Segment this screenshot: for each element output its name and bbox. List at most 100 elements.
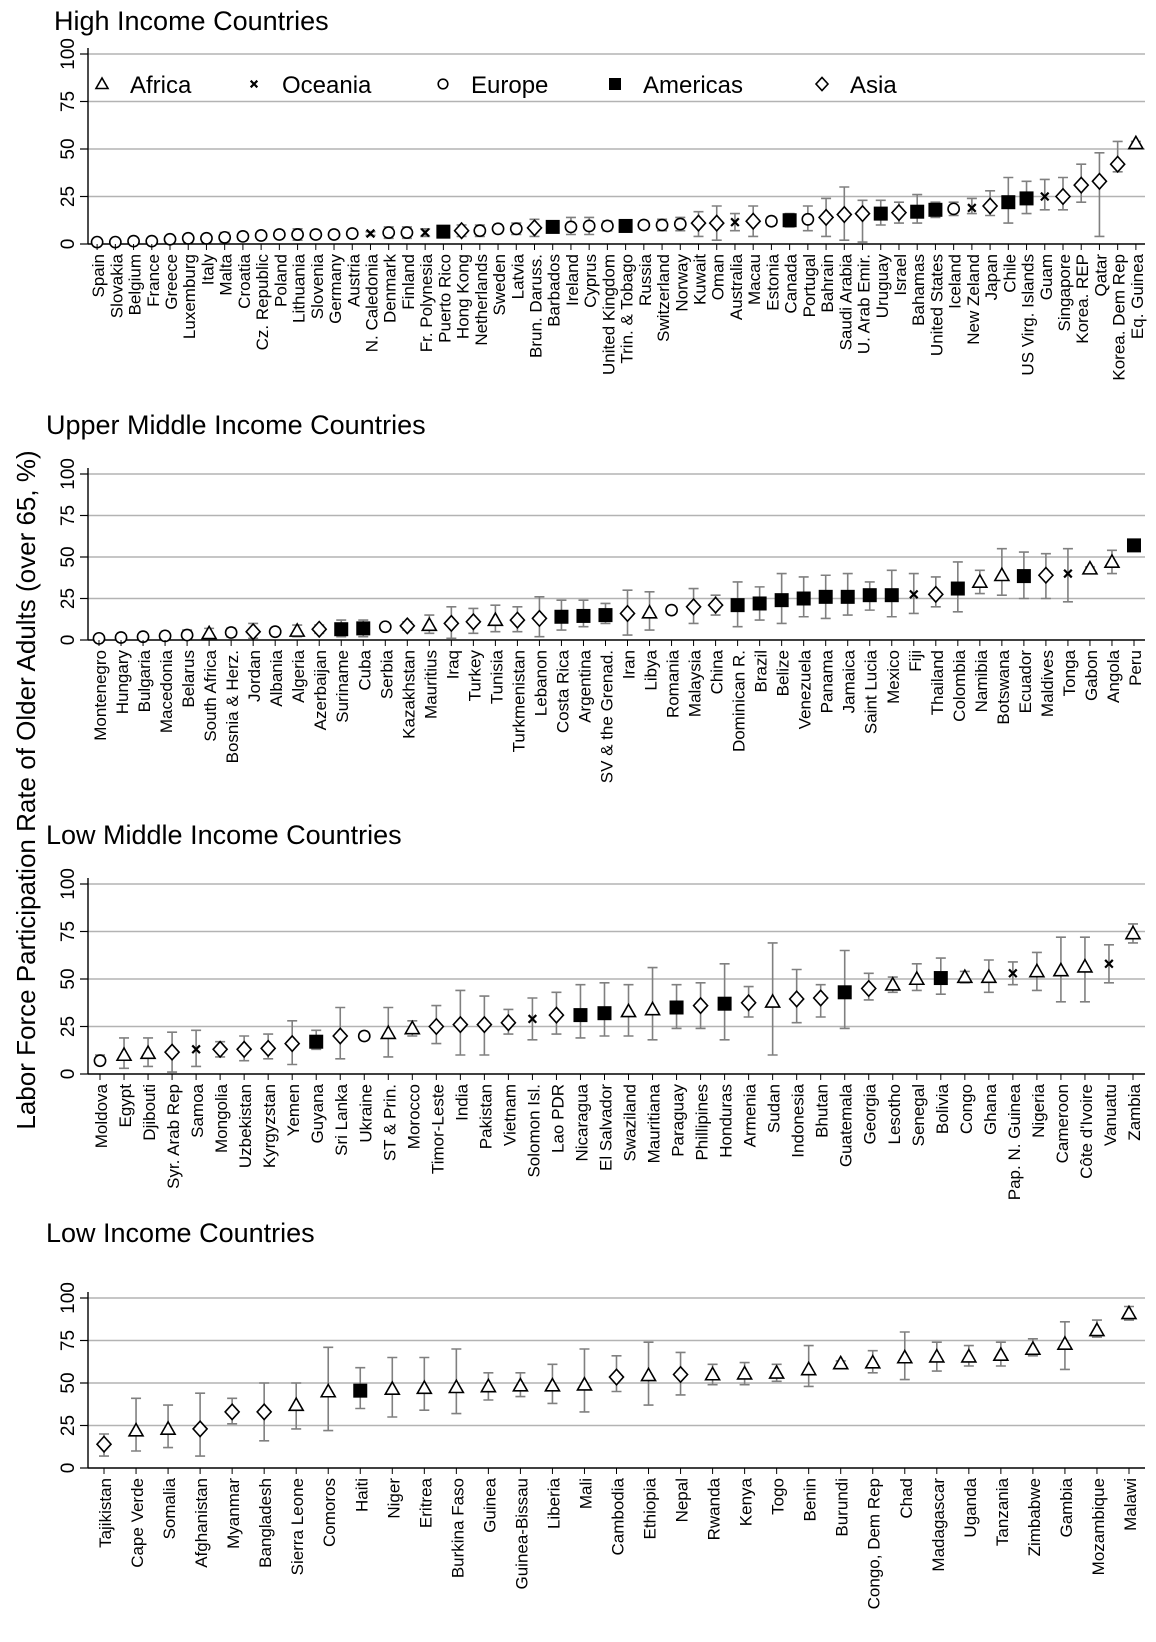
x-tick-label: Turkey	[465, 650, 484, 702]
data-point	[854, 204, 871, 223]
legend-label: Americas	[643, 72, 743, 99]
data-point	[1001, 195, 1016, 210]
data-point	[353, 1383, 368, 1398]
y-tick-label: 100	[58, 38, 79, 70]
x-tick-label: Malawi	[1121, 1478, 1140, 1531]
data-point	[993, 566, 1011, 582]
x-tick-label: Syr. Arab Rep	[164, 1084, 183, 1189]
data-point	[365, 228, 376, 239]
data-point	[641, 603, 658, 619]
legend-item-americas: Americas	[609, 72, 743, 99]
data-point	[800, 1360, 818, 1376]
x-tick-label: Georgia	[861, 1083, 880, 1144]
data-point	[158, 629, 172, 643]
data-point	[319, 1382, 337, 1398]
x-tick-label: Kenya	[737, 1477, 756, 1526]
x-tick-label: Australia	[727, 253, 746, 320]
x-tick-label: Slovakia	[107, 253, 126, 318]
y-tick-label: 50	[58, 138, 79, 159]
x-tick-label: Libya	[642, 649, 661, 690]
data-point	[163, 232, 177, 246]
x-tick-label: Croatia	[235, 253, 254, 308]
data-point	[465, 612, 482, 631]
data-point	[268, 625, 282, 639]
x-tick-label: Kazakhstan	[399, 650, 418, 739]
x-tick-label: Cz. Republic	[253, 254, 272, 351]
x-tick-label: Venezuela	[796, 649, 815, 729]
x-tick-label: Somalia	[160, 1477, 179, 1539]
data-point	[736, 1365, 753, 1380]
x-tick-label: Saudi Arabia	[836, 253, 855, 350]
x-tick-label: Mauritiana	[645, 1083, 664, 1163]
error-bar	[966, 197, 977, 215]
x-tick-label: Argentina	[575, 649, 594, 722]
data-point	[1024, 1340, 1042, 1356]
data-point	[1091, 172, 1108, 191]
data-point	[181, 231, 195, 245]
data-point	[487, 611, 504, 627]
x-tick-label: Puerto Rico	[435, 254, 454, 343]
error-bar	[1062, 547, 1073, 603]
panel-2: Upper Middle Income Countries 0 25 50 75 100 M…	[46, 410, 1145, 783]
data-point	[287, 1396, 305, 1412]
x-tick-label: Malaysia	[686, 649, 705, 717]
x-tick-label: Mauritius	[421, 650, 440, 719]
x-tick-label: Liberia	[544, 1477, 563, 1529]
data-point	[817, 208, 835, 227]
data-point	[1081, 560, 1099, 575]
legend-marker	[249, 79, 259, 89]
x-tick-label: Chad	[897, 1478, 916, 1519]
data-point	[608, 1368, 625, 1386]
data-point	[473, 224, 487, 238]
data-point	[480, 1377, 497, 1393]
y-tick-label: 0	[58, 239, 79, 250]
data-point	[95, 1435, 113, 1454]
data-point	[928, 202, 943, 217]
data-point	[764, 993, 782, 1008]
x-tick-label: ST & Prin.	[380, 1084, 399, 1161]
x-tick-label: Pap. N. Guinea	[1005, 1083, 1024, 1200]
data-point	[685, 597, 702, 616]
data-point	[1056, 1335, 1074, 1350]
data-point	[332, 1027, 349, 1045]
x-tick-label: Morocco	[404, 1084, 423, 1149]
data-point	[476, 1015, 493, 1034]
x-tick-label: Jamaica	[840, 649, 859, 713]
data-point	[928, 1348, 946, 1363]
data-point	[191, 1044, 201, 1054]
data-point	[971, 573, 989, 588]
x-tick-label: Afghanistan	[192, 1478, 211, 1568]
x-tick-label: Eq. Guinea	[1128, 253, 1147, 339]
x-tick-label: Cameroon	[1053, 1084, 1072, 1163]
data-point	[453, 221, 470, 240]
x-tick-label: Togo	[769, 1478, 788, 1515]
x-tick-label: Madagascar	[929, 1478, 948, 1572]
y-tick-label: 75	[58, 1330, 79, 1351]
y-tick-label: 25	[58, 1016, 79, 1037]
data-point	[272, 228, 286, 241]
data-point	[655, 218, 669, 232]
x-tick-label: Tunisia	[487, 649, 506, 704]
data-point	[774, 593, 789, 608]
x-tick-label: Iran	[620, 650, 639, 679]
legend-item-africa: Africa	[94, 72, 192, 99]
x-tick-label: Samoa	[188, 1083, 207, 1137]
data-point	[717, 996, 732, 1011]
x-tick-label: Mali	[576, 1478, 595, 1509]
x-tick-label: Bahamas	[909, 254, 928, 326]
x-tick-label: Zimbabwe	[1025, 1478, 1044, 1556]
data-point	[1016, 569, 1031, 584]
x-tick-label: Peru	[1126, 650, 1145, 686]
data-point	[836, 205, 853, 224]
data-point	[837, 985, 852, 1000]
data-point	[256, 1403, 273, 1421]
data-point	[812, 989, 829, 1007]
x-tick-label: Hungary	[113, 650, 132, 715]
x-tick-label: United States	[927, 254, 946, 356]
x-tick-label: Congo, Dem Rep	[865, 1478, 884, 1609]
data-point	[832, 1354, 850, 1370]
x-tick-label: Greece	[162, 254, 181, 310]
data-point	[982, 197, 999, 215]
x-tick-label: China	[708, 649, 727, 694]
